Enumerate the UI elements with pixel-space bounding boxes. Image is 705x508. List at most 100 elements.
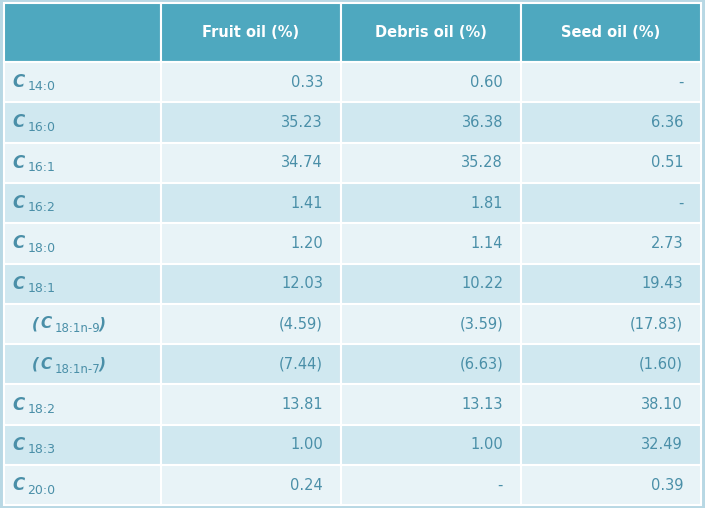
Text: C: C <box>12 477 24 494</box>
Text: C: C <box>12 73 24 91</box>
Text: C: C <box>12 396 24 414</box>
Text: C: C <box>12 154 24 172</box>
Bar <box>4 304 161 344</box>
Bar <box>521 3 701 62</box>
Text: (1.60): (1.60) <box>639 357 683 372</box>
Text: 35.28: 35.28 <box>461 155 503 170</box>
Bar <box>521 143 701 183</box>
Bar <box>341 425 521 465</box>
Text: 32.49: 32.49 <box>642 437 683 453</box>
Bar <box>521 304 701 344</box>
Text: Fruit oil (%): Fruit oil (%) <box>202 25 299 40</box>
Bar <box>521 465 701 505</box>
Text: C: C <box>40 316 51 332</box>
Bar <box>161 465 341 505</box>
Text: 18:1: 18:1 <box>27 282 56 295</box>
Bar <box>341 385 521 425</box>
Bar <box>161 183 341 223</box>
Bar <box>341 3 521 62</box>
Text: 1.81: 1.81 <box>470 196 503 210</box>
Text: (6.63): (6.63) <box>460 357 503 372</box>
Text: 0.33: 0.33 <box>290 75 323 89</box>
Bar <box>161 425 341 465</box>
Bar <box>161 62 341 102</box>
Text: 38.10: 38.10 <box>642 397 683 412</box>
Bar <box>4 385 161 425</box>
Text: -: - <box>678 196 683 210</box>
Text: 0.51: 0.51 <box>651 155 683 170</box>
Bar <box>521 183 701 223</box>
Text: 16:0: 16:0 <box>27 121 56 134</box>
Text: 13.81: 13.81 <box>281 397 323 412</box>
Bar <box>161 385 341 425</box>
Bar <box>341 465 521 505</box>
Bar <box>4 465 161 505</box>
Bar <box>4 425 161 465</box>
Text: 18:0: 18:0 <box>27 242 56 255</box>
Text: Seed oil (%): Seed oil (%) <box>561 25 661 40</box>
Text: C: C <box>12 436 24 454</box>
Bar <box>341 102 521 143</box>
Text: C: C <box>12 113 24 132</box>
Text: (17.83): (17.83) <box>630 316 683 332</box>
Text: -: - <box>498 478 503 493</box>
Bar <box>4 264 161 304</box>
Text: 1.00: 1.00 <box>290 437 323 453</box>
Bar <box>161 344 341 385</box>
Text: C: C <box>12 194 24 212</box>
Text: 0.60: 0.60 <box>470 75 503 89</box>
Text: 1.41: 1.41 <box>290 196 323 210</box>
Text: 36.38: 36.38 <box>462 115 503 130</box>
Bar <box>4 223 161 264</box>
Text: 1.00: 1.00 <box>470 437 503 453</box>
Bar <box>521 385 701 425</box>
Text: Debris oil (%): Debris oil (%) <box>375 25 486 40</box>
Bar <box>341 143 521 183</box>
Text: 18:1n-7: 18:1n-7 <box>54 363 100 375</box>
Bar <box>341 62 521 102</box>
Text: 0.39: 0.39 <box>651 478 683 493</box>
Text: C: C <box>12 275 24 293</box>
Text: (: ( <box>32 316 39 332</box>
Bar <box>4 102 161 143</box>
Text: (: ( <box>32 357 39 372</box>
Text: ): ) <box>99 357 106 372</box>
Bar <box>4 183 161 223</box>
Text: 0.24: 0.24 <box>290 478 323 493</box>
Text: 20:0: 20:0 <box>27 484 56 497</box>
Text: (7.44): (7.44) <box>279 357 323 372</box>
Bar <box>161 143 341 183</box>
Bar <box>341 304 521 344</box>
Text: 10.22: 10.22 <box>461 276 503 291</box>
Bar <box>341 183 521 223</box>
Text: 16:2: 16:2 <box>27 201 56 214</box>
Bar <box>4 3 161 62</box>
Text: 6.36: 6.36 <box>651 115 683 130</box>
Bar <box>4 62 161 102</box>
Bar <box>161 264 341 304</box>
Text: 12.03: 12.03 <box>281 276 323 291</box>
Text: (4.59): (4.59) <box>279 316 323 332</box>
Text: 18:3: 18:3 <box>27 443 56 456</box>
Text: 18:1n-9: 18:1n-9 <box>54 323 100 335</box>
Text: 2.73: 2.73 <box>651 236 683 251</box>
Text: 35.23: 35.23 <box>281 115 323 130</box>
Bar <box>4 143 161 183</box>
Bar <box>161 223 341 264</box>
Bar <box>521 223 701 264</box>
Text: (3.59): (3.59) <box>460 316 503 332</box>
Bar <box>161 102 341 143</box>
Text: 34.74: 34.74 <box>281 155 323 170</box>
Bar <box>521 264 701 304</box>
Text: 1.20: 1.20 <box>290 236 323 251</box>
Text: 13.13: 13.13 <box>462 397 503 412</box>
Bar <box>521 425 701 465</box>
Bar <box>4 344 161 385</box>
Text: 1.14: 1.14 <box>470 236 503 251</box>
Bar <box>161 3 341 62</box>
Text: C: C <box>12 234 24 252</box>
Text: ): ) <box>99 316 106 332</box>
Bar <box>341 264 521 304</box>
Bar <box>341 223 521 264</box>
Bar <box>161 304 341 344</box>
